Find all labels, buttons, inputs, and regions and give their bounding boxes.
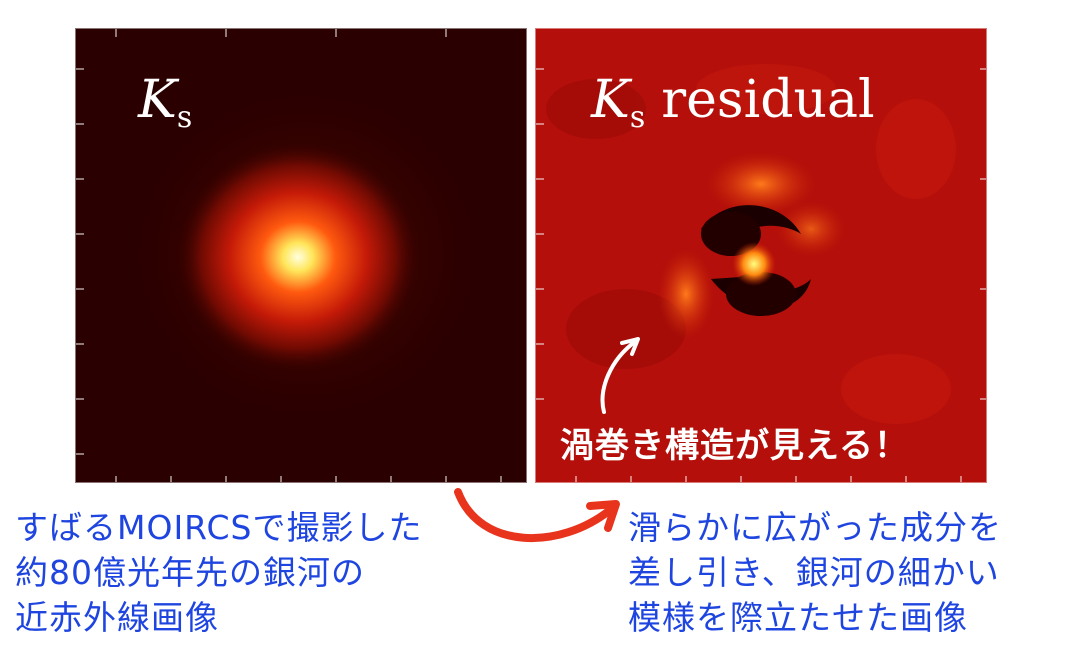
ks-title-letter: K — [138, 70, 177, 130]
caption-line: 滑らかに広がった成分を — [628, 508, 1002, 547]
ks-residual-panel: Ks residual — [535, 28, 987, 483]
caption-line: すばるMOIRCSで撮影した — [15, 508, 423, 547]
caption-line: 約80億光年先の銀河の — [15, 553, 365, 592]
curved-arrow-icon — [454, 488, 620, 543]
residual-image-caption: 滑らかに広がった成分を 差し引き、銀河の細かい 模様を際立たせた画像 — [628, 505, 1002, 640]
caption-line: 差し引き、銀河の細かい — [628, 553, 1000, 592]
ks-image-caption: すばるMOIRCSで撮影した 約80億光年先の銀河の 近赤外線画像 — [15, 505, 422, 640]
ks-residual-panel-title: Ks residual — [591, 74, 875, 133]
ks-image-panel: Ks — [75, 28, 527, 483]
caption-line: 模様を際立たせた画像 — [628, 598, 968, 637]
ks-residual-title-letter: K — [591, 70, 630, 130]
caption-line: 近赤外線画像 — [15, 598, 219, 637]
ks-residual-title-subscript: s — [629, 100, 646, 135]
ks-residual-title-suffix: residual — [661, 70, 875, 130]
spiral-structure-annotation: 渦巻き構造が見える！ — [560, 426, 909, 466]
ks-residual-image — [536, 29, 986, 482]
ks-panel-title: Ks — [138, 74, 208, 133]
ks-galaxy-image — [76, 29, 526, 482]
ks-title-subscript: s — [176, 100, 193, 135]
